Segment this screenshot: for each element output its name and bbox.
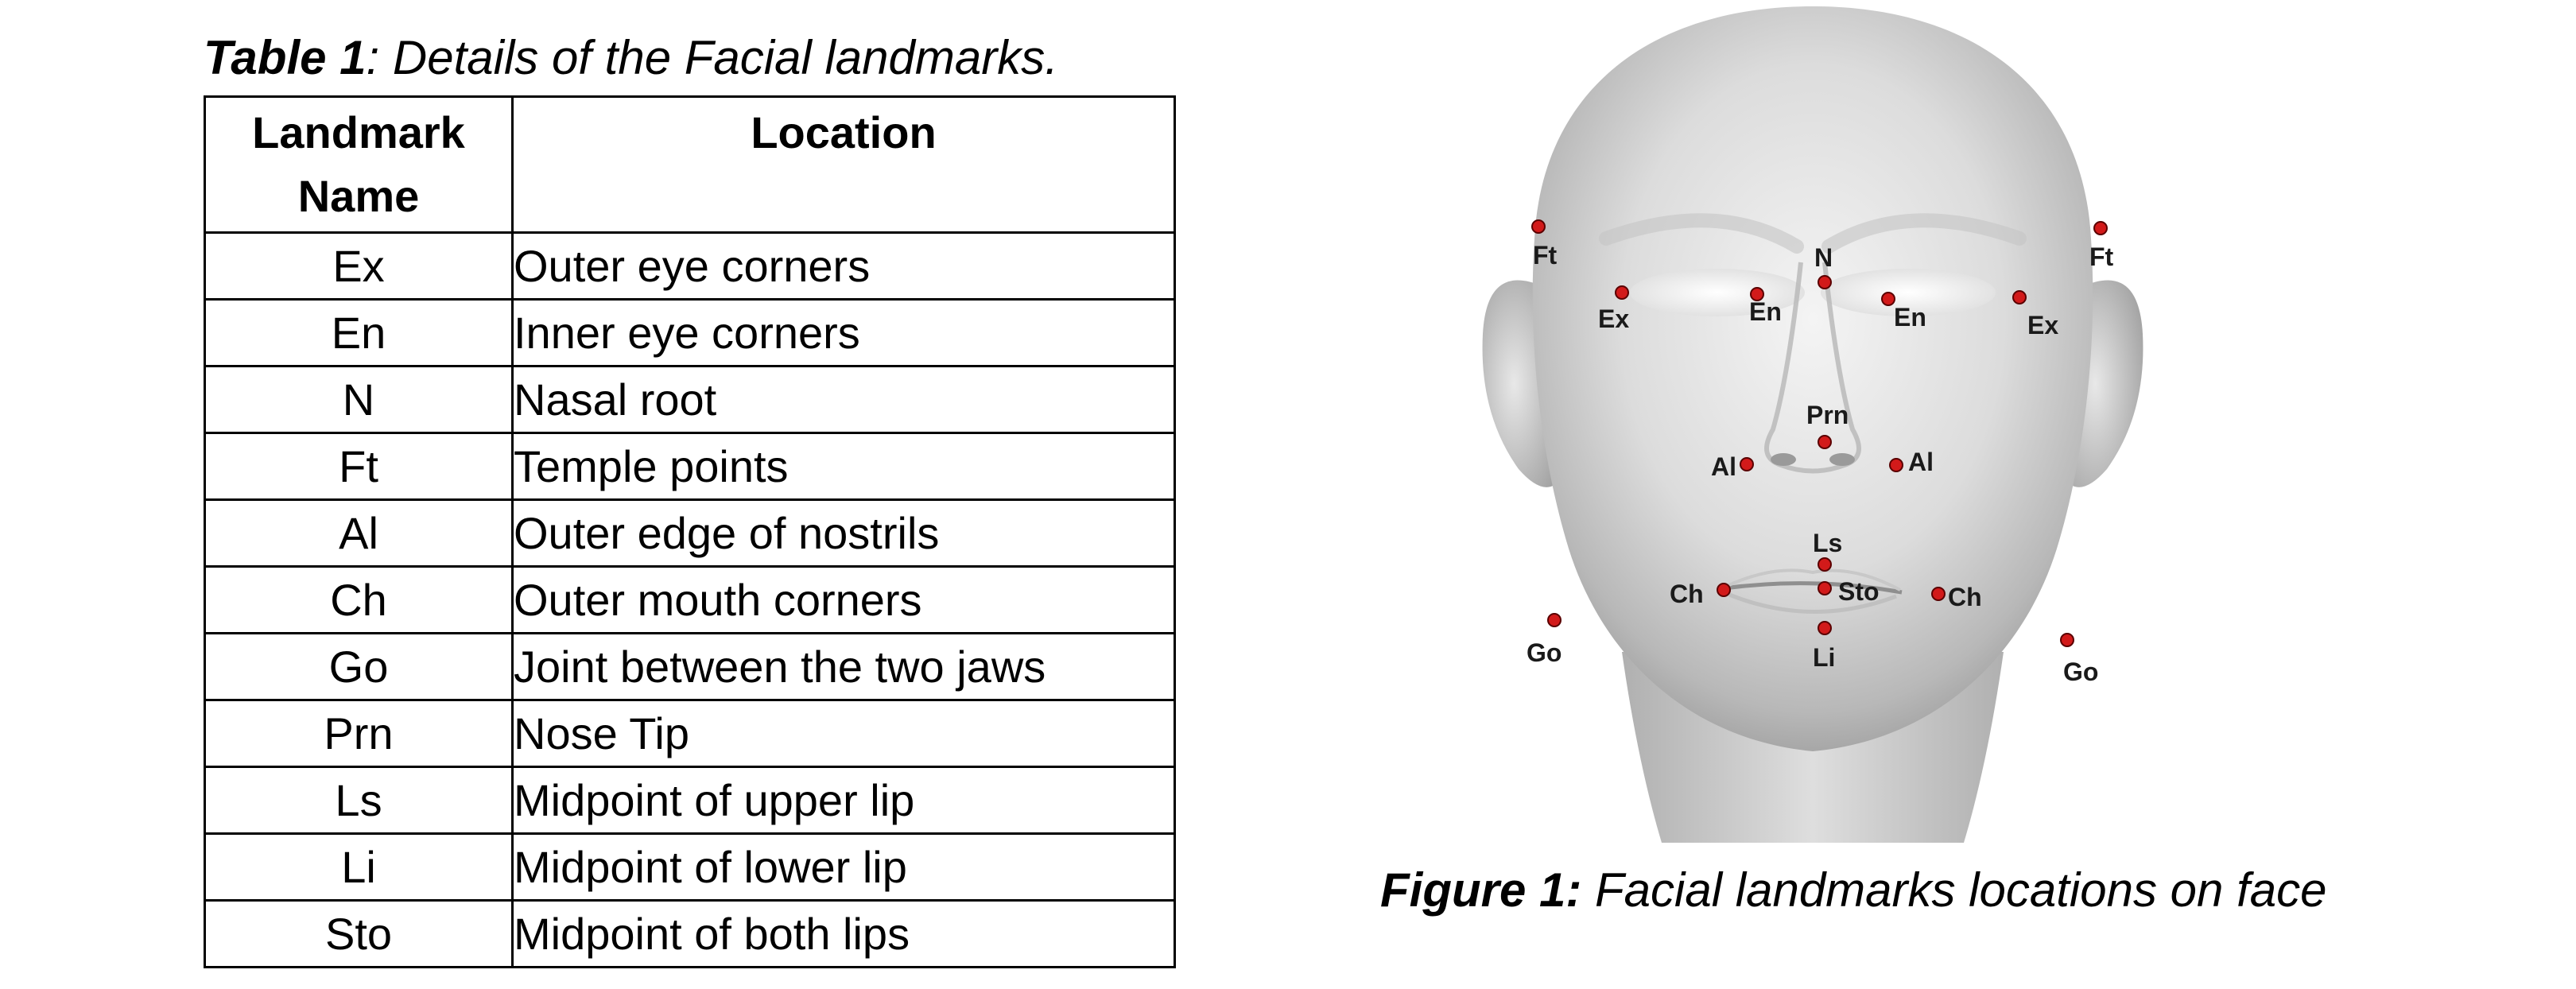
landmark-label-go-left: Go (1527, 638, 1562, 667)
landmark-dot-en-left (1750, 287, 1764, 301)
landmark-dot-li (1818, 621, 1832, 635)
landmark-location-cell: Outer edge of nostrils (511, 498, 1176, 568)
figure-caption: Figure 1: Facial landmarks locations on … (1380, 863, 2326, 918)
landmark-label-ex-right: Ex (2027, 311, 2058, 339)
landmark-label-ls: Ls (1813, 529, 1842, 557)
face-illustration: Ft Ft N Ex En En Ex Prn Al Al Ls Ch Sto … (1482, 6, 2143, 843)
landmark-label-ft-right: Ft (2089, 242, 2114, 271)
landmark-dot-sto (1818, 581, 1832, 595)
landmark-dot-n (1818, 275, 1832, 289)
landmark-dot-al-left (1740, 457, 1754, 471)
table-caption: Table 1: Details of the Facial landmarks… (204, 30, 1058, 86)
table-row: Ch Outer mouth corners (204, 565, 1176, 634)
nostril-right (1829, 453, 1855, 466)
table-header-row: Landmark Name Location (204, 95, 1176, 234)
landmark-dot-ex-left (1615, 285, 1629, 300)
landmark-name-cell: Ex (204, 231, 514, 301)
figure-caption-label: Figure 1: (1380, 863, 1582, 917)
landmark-label-ch-left: Ch (1670, 580, 1704, 608)
lower-lip-shape (1728, 592, 1897, 614)
brow-shading (1599, 213, 2027, 254)
landmark-dot-ch-right (1931, 587, 1946, 601)
landmark-label-prn: Prn (1806, 401, 1849, 429)
landmark-name-cell: Sto (204, 899, 514, 968)
head-shape (1532, 6, 2093, 751)
landmark-label-ex-left: Ex (1598, 304, 1629, 333)
landmark-dot-go-right (2060, 633, 2074, 647)
upper-lip-shape (1724, 568, 1901, 591)
table-row: Sto Midpoint of both lips (204, 899, 1176, 968)
figure-caption-text: Facial landmarks locations on face (1581, 863, 2327, 917)
landmark-dots (1531, 219, 2108, 647)
header-location: Location (511, 95, 1176, 234)
nostril-left (1771, 453, 1796, 466)
landmark-location-cell: Temple points (511, 432, 1176, 501)
landmark-dot-ls (1818, 557, 1832, 572)
landmark-label-sto: Sto (1838, 577, 1880, 606)
landmark-dot-en-right (1881, 292, 1895, 306)
landmark-label-en-left: En (1749, 297, 1782, 326)
landmark-location-cell: Joint between the two jaws (511, 632, 1176, 701)
right-eye-shape (1821, 269, 1996, 316)
landmark-name-cell: Ch (204, 565, 514, 634)
table-caption-text: : Details of the Facial landmarks. (366, 31, 1058, 84)
landmark-name-cell: En (204, 298, 514, 367)
landmark-label-ft-left: Ft (1533, 241, 1558, 270)
landmark-location-cell: Midpoint of both lips (511, 899, 1176, 968)
landmark-location-cell: Midpoint of upper lip (511, 766, 1176, 835)
landmark-label-al-right: Al (1908, 448, 1934, 476)
table-row: Prn Nose Tip (204, 699, 1176, 768)
landmark-label-n: N (1814, 243, 1833, 272)
landmark-name-cell: Ft (204, 432, 514, 501)
landmark-label-en-right: En (1894, 303, 1926, 332)
table-row: Al Outer edge of nostrils (204, 498, 1176, 568)
landmark-location-cell: Outer eye corners (511, 231, 1176, 301)
landmark-dot-ft-right (2093, 221, 2108, 235)
face-figure: Ft Ft N Ex En En Ex Prn Al Al Ls Ch Sto … (1399, 0, 2226, 843)
left-eye-shape (1630, 269, 1805, 316)
landmark-name-cell: Al (204, 498, 514, 568)
landmark-dot-ft-left (1531, 219, 1546, 234)
landmark-name-cell: Prn (204, 699, 514, 768)
landmark-location-cell: Inner eye corners (511, 298, 1176, 367)
landmark-name-cell: Ls (204, 766, 514, 835)
landmark-dot-ex-right (2012, 290, 2027, 304)
landmark-name-cell: Li (204, 832, 514, 902)
landmarks-table: Landmark Name Location Ex Outer eye corne… (204, 95, 1176, 968)
landmark-label-li: Li (1813, 643, 1835, 672)
table-row: Ex Outer eye corners (204, 231, 1176, 301)
landmark-location-cell: Midpoint of lower lip (511, 832, 1176, 902)
landmark-label-al-left: Al (1711, 452, 1736, 481)
landmark-label-go-right: Go (2063, 657, 2098, 686)
table-row: Ls Midpoint of upper lip (204, 766, 1176, 835)
table-row: En Inner eye corners (204, 298, 1176, 367)
table-row: Li Midpoint of lower lip (204, 832, 1176, 902)
landmark-name-cell: N (204, 365, 514, 434)
landmark-name-cell: Go (204, 632, 514, 701)
landmark-location-cell: Outer mouth corners (511, 565, 1176, 634)
table-row: Go Joint between the two jaws (204, 632, 1176, 701)
table-row: N Nasal root (204, 365, 1176, 434)
table-caption-label: Table 1 (204, 31, 367, 84)
header-landmark-name: Landmark Name (204, 95, 514, 234)
landmark-dot-ch-left (1717, 583, 1731, 597)
landmark-labels: Ft Ft N Ex En En Ex Prn Al Al Ls Ch Sto … (1527, 241, 2114, 686)
landmark-dot-go-left (1547, 613, 1562, 627)
mouth-shape (1723, 581, 1903, 595)
landmark-location-cell: Nasal root (511, 365, 1176, 434)
table-row: Ft Temple points (204, 432, 1176, 501)
landmark-dot-al-right (1889, 458, 1903, 472)
nose-shape (1764, 262, 1861, 474)
landmark-dot-prn (1818, 435, 1832, 449)
landmark-label-ch-right: Ch (1948, 583, 1982, 611)
landmark-location-cell: Nose Tip (511, 699, 1176, 768)
